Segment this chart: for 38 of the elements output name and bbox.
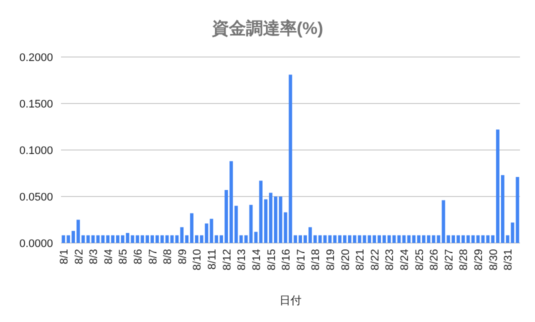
x-axis-title: 日付 bbox=[280, 295, 302, 307]
x-tick-label: 8/25 bbox=[414, 249, 426, 270]
x-tick-label: 8/10 bbox=[192, 249, 204, 270]
x-tick-label: 8/8 bbox=[162, 249, 174, 264]
x-tick-label: 8/24 bbox=[399, 249, 412, 270]
x-tick-label: 8/4 bbox=[102, 249, 115, 264]
x-tick-label: 8/6 bbox=[132, 249, 144, 264]
x-tick-label: 8/13 bbox=[236, 249, 248, 270]
x-tick-label: 8/22 bbox=[369, 249, 382, 270]
x-tick-label: 8/30 bbox=[488, 249, 500, 270]
y-tick-label: 0.1000 bbox=[19, 145, 53, 157]
x-tick-label: 8/31 bbox=[502, 249, 515, 270]
y-tick-label: 0.1500 bbox=[19, 98, 53, 110]
x-tick-label: 8/9 bbox=[176, 249, 189, 264]
x-tick-label: 8/15 bbox=[266, 249, 278, 270]
x-tick-label: 8/12 bbox=[221, 249, 234, 270]
x-tick-label: 8/11 bbox=[206, 249, 219, 270]
y-tick-label: 0.0500 bbox=[19, 192, 53, 204]
x-tick-label: 8/27 bbox=[443, 249, 456, 270]
x-tick-label: 8/29 bbox=[473, 249, 486, 270]
x-tick-label: 8/16 bbox=[280, 249, 293, 270]
x-tick-label: 8/28 bbox=[458, 249, 470, 270]
y-tick-label: 0.2000 bbox=[19, 52, 53, 64]
x-tick-label: 8/23 bbox=[384, 249, 396, 270]
x-tick-label: 8/14 bbox=[250, 249, 263, 270]
y-tick-label: 0.0000 bbox=[19, 238, 53, 250]
x-tick-label: 8/19 bbox=[324, 249, 337, 270]
chart-title: 資金調達率(%) bbox=[210, 19, 324, 38]
x-tick-label: 8/5 bbox=[118, 249, 130, 264]
x-tick-label: 8/18 bbox=[310, 249, 322, 270]
x-tick-label: 8/26 bbox=[428, 249, 441, 270]
x-tick-label: 8/7 bbox=[147, 249, 160, 264]
x-tick-label: 8/1 bbox=[58, 249, 70, 264]
x-tick-label: 8/3 bbox=[88, 249, 100, 264]
x-tick-label: 8/21 bbox=[354, 249, 367, 270]
x-tick-label: 8/20 bbox=[340, 249, 352, 270]
x-tick-label: 8/2 bbox=[73, 249, 86, 264]
x-tick-label: 8/17 bbox=[295, 249, 308, 270]
